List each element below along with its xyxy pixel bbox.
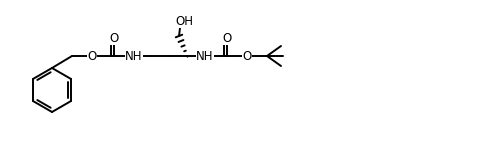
Text: O: O <box>88 49 96 63</box>
Text: NH: NH <box>196 49 214 63</box>
Text: O: O <box>222 32 232 45</box>
Text: O: O <box>243 49 251 63</box>
Text: NH: NH <box>125 49 143 63</box>
Text: OH: OH <box>175 14 193 28</box>
Text: O: O <box>109 32 119 45</box>
